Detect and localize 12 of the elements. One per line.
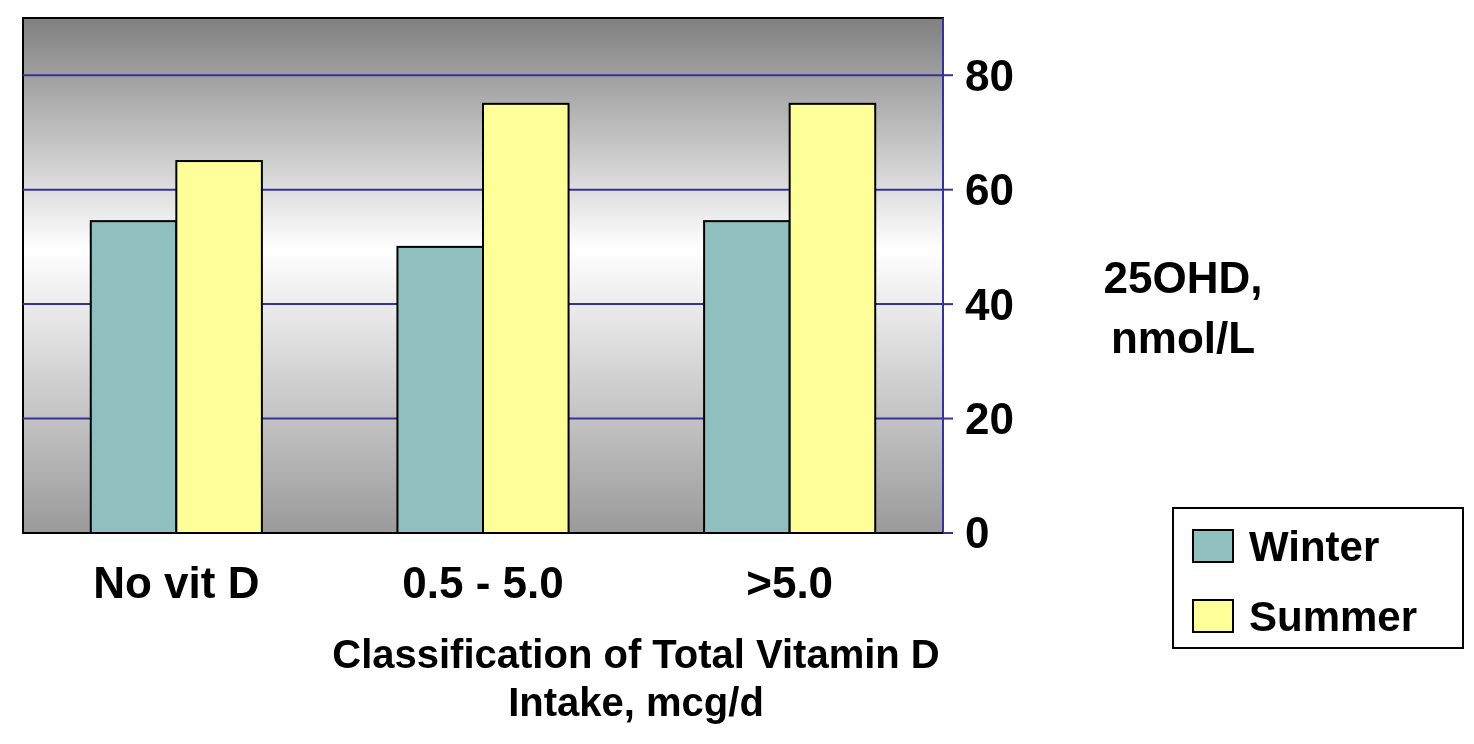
legend-label: Summer bbox=[1249, 592, 1418, 640]
y-tick-label: 80 bbox=[965, 50, 1014, 100]
y-tick-label: 0 bbox=[965, 508, 990, 558]
x-tick-label: 0.5 - 5.0 bbox=[402, 558, 564, 607]
legend-label: Winter bbox=[1249, 522, 1380, 570]
x-tick-label: No vit D bbox=[93, 558, 260, 607]
x-tick-label: >5.0 bbox=[746, 558, 834, 607]
y-tick-label: 60 bbox=[965, 165, 1014, 215]
y-axis-title: 25OHD, nmol/L bbox=[1103, 253, 1263, 362]
y-tick-label: 20 bbox=[965, 393, 1014, 443]
y-tick-label: 40 bbox=[965, 279, 1014, 329]
x-axis-title: Classification of Total Vitamin D Intake, mcg/d bbox=[332, 632, 940, 724]
